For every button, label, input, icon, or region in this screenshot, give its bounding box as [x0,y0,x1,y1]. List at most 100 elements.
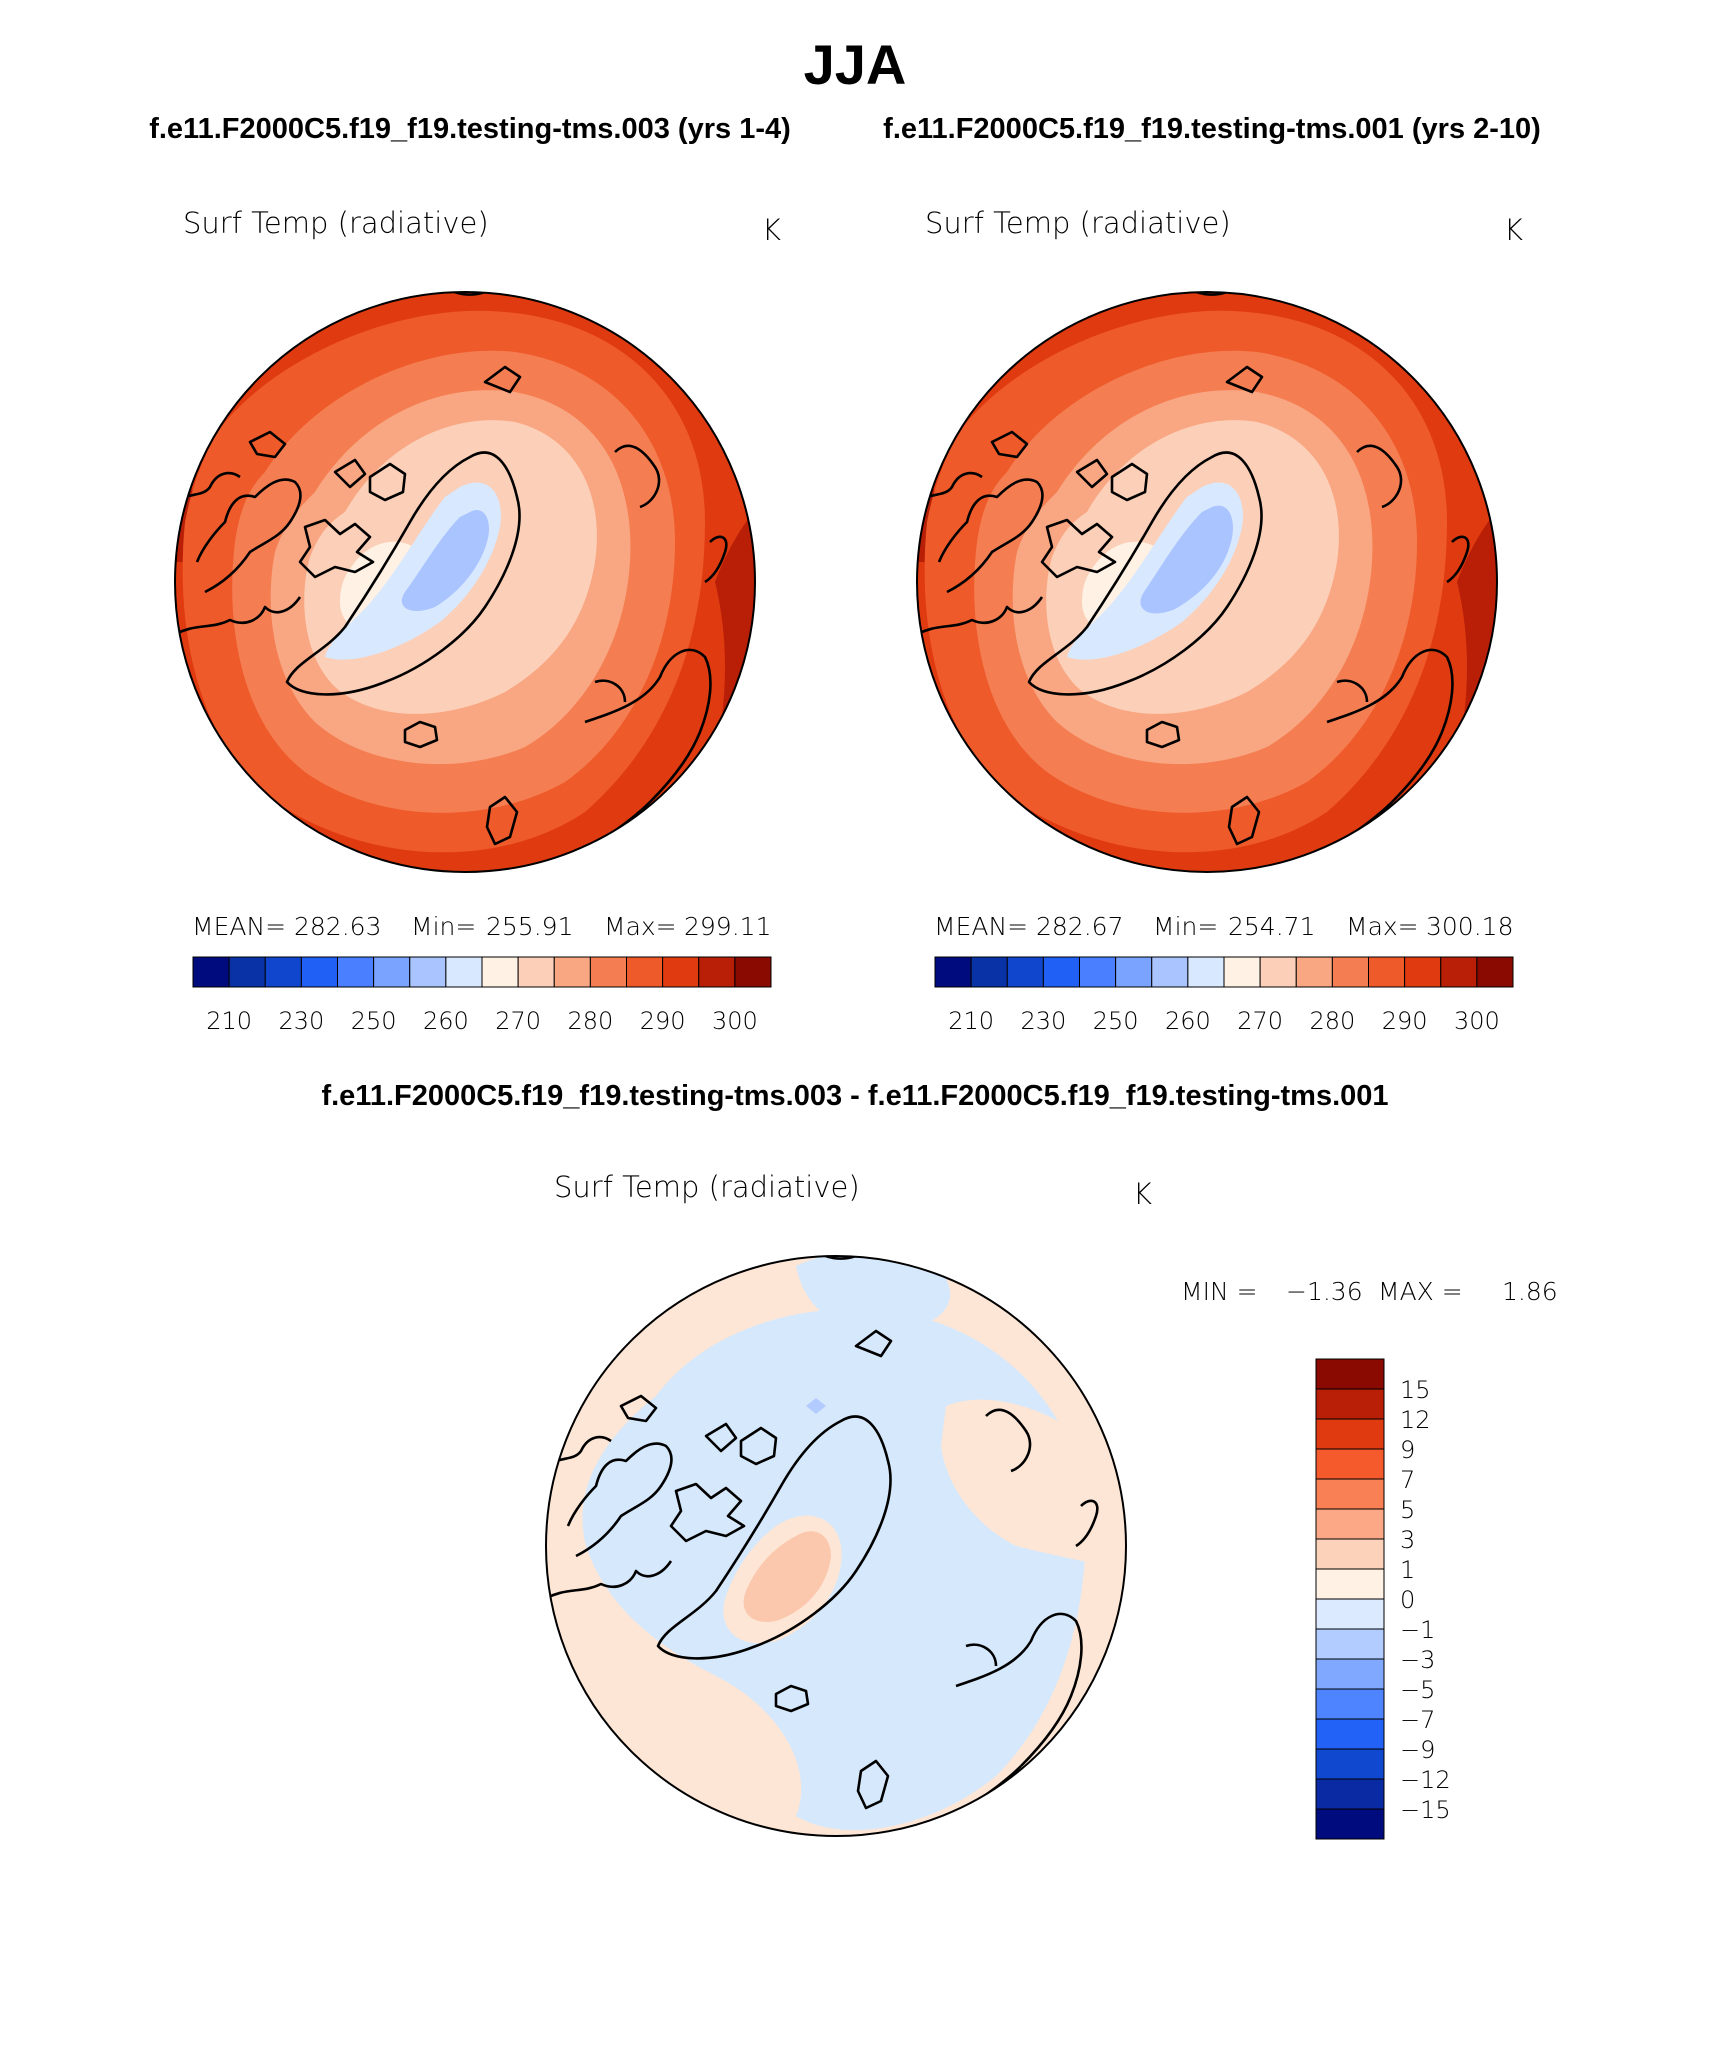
diff-colorbar-tick-label: −3 [1400,1646,1435,1674]
left-mean-label: MEAN= [192,912,286,941]
left-colorbar-swatch [698,956,736,988]
right-colorbar-swatch [934,956,972,988]
diff-colorbar-swatch [1315,1568,1385,1600]
left-colorbar-tick-label: 280 [567,1007,613,1035]
left-mean-value: 282.63 [294,912,381,941]
left-colorbar-swatch [264,956,302,988]
diff-stats: MIN = −1.36 MAX = 1.86 [1181,1277,1558,1306]
diff-colorbar-tick-label: −9 [1400,1736,1435,1764]
right-colorbar-tick-label: 210 [948,1007,994,1035]
diff-colorbar-swatch [1315,1358,1385,1390]
right-max-value: 300.18 [1426,912,1513,941]
diff-colorbar-swatch [1315,1748,1385,1780]
right-colorbar-swatch [1079,956,1117,988]
diff-max-label: MAX = [1378,1277,1463,1306]
right-panel-title: f.e11.F2000C5.f19_f19.testing-tms.001 (y… [883,113,1541,145]
left-colorbar-tick-label: 260 [423,1007,469,1035]
left-colorbar: 210 230 250 260 270 280 290 300 [192,956,772,1035]
right-colorbar-swatch [1331,956,1369,988]
diff-colorbar-tick-label: 5 [1400,1496,1415,1524]
diff-colorbar-swatch [1315,1508,1385,1540]
left-max-label: Max= [604,912,677,941]
right-colorbar-tick-label: 260 [1165,1007,1211,1035]
left-map-greenland-blue [401,510,490,612]
left-colorbar-tick-label: 250 [351,1007,397,1035]
left-colorbar-swatch [228,956,266,988]
right-colorbar-tick-label: 250 [1093,1007,1139,1035]
diff-colorbar-tick-label: −12 [1400,1766,1451,1794]
diff-colorbar-tick-label: 3 [1400,1526,1415,1554]
left-min-value: 255.91 [486,912,573,941]
left-colorbar-swatch [734,956,772,988]
diff-variable-label: Surf Temp (radiative) [554,1170,860,1204]
diff-colorbar-tick-label: 7 [1400,1466,1415,1494]
right-min-label: Min= [1153,912,1218,941]
diff-panel: Surf Temp (radiative) K MIN = −1.36 MAX … [545,1170,1558,1840]
right-colorbar-swatch [1187,956,1225,988]
diff-max-value: 1.86 [1502,1277,1558,1306]
right-colorbar-tick-label: 280 [1309,1007,1355,1035]
left-stats: MEAN= 282.63 Min= 255.91 Max= 299.11 [192,912,771,941]
diff-panel-title: f.e11.F2000C5.f19_f19.testing-tms.003 - … [321,1080,1388,1112]
diff-colorbar-tick-label: 12 [1400,1406,1431,1434]
left-colorbar-swatch [409,956,447,988]
diff-units-label: K [1133,1177,1152,1211]
diff-colorbar-tick-label: 0 [1400,1586,1415,1614]
diff-colorbar-tick-label: −15 [1400,1796,1451,1824]
right-colorbar-swatch [1404,956,1442,988]
right-max-label: Max= [1346,912,1419,941]
left-map [175,292,755,872]
left-colorbar-swatch [517,956,555,988]
diff-colorbar-swatch [1315,1778,1385,1810]
diff-map-pos2-greenland [743,1531,831,1622]
diff-colorbar-tick-label: 1 [1400,1556,1415,1584]
right-colorbar-swatch [1259,956,1297,988]
left-colorbar-tick-label: 290 [640,1007,686,1035]
right-colorbar-swatch [1115,956,1153,988]
diff-colorbar-swatch [1315,1598,1385,1630]
right-min-value: 254.71 [1228,912,1315,941]
right-mean-value: 282.67 [1036,912,1123,941]
diff-min-label: MIN = [1181,1277,1258,1306]
right-colorbar-swatch [1295,956,1333,988]
diff-colorbar-swatch [1315,1628,1385,1660]
left-variable-label: Surf Temp (radiative) [183,206,489,240]
right-map-greenland-blue [1140,505,1233,614]
left-colorbar-swatch [662,956,700,988]
left-colorbar-swatch [445,956,483,988]
diff-colorbar-swatch [1315,1688,1385,1720]
right-colorbar-tick-label: 290 [1382,1007,1428,1035]
diff-colorbar-tick-label: −7 [1400,1706,1435,1734]
right-colorbar-swatch [1006,956,1044,988]
diff-colorbar-swatch [1315,1418,1385,1450]
right-colorbar-swatch [1223,956,1261,988]
left-min-label: Min= [411,912,476,941]
right-variable-label: Surf Temp (radiative) [925,206,1231,240]
left-colorbar-swatch [373,956,411,988]
diff-map-neg-upper [796,1256,951,1332]
diff-min-value: −1.36 [1286,1277,1363,1306]
left-map-hot-east [685,482,755,842]
diff-colorbar-swatch [1315,1448,1385,1480]
diff-colorbar-tick-label: −5 [1400,1676,1435,1704]
left-colorbar-tick-label: 270 [495,1007,541,1035]
diff-colorbar-swatch [1315,1538,1385,1570]
right-map-hot-east [1427,482,1497,842]
diff-colorbar-tick-label: 15 [1400,1376,1431,1404]
right-map [917,292,1497,872]
right-colorbar-swatch [970,956,1008,988]
right-colorbar: 210 230 250 260 270 280 290 300 [934,956,1514,1035]
left-units-label: K [762,213,781,247]
left-colorbar-swatch [192,956,230,988]
left-max-value: 299.11 [684,912,771,941]
left-panel-title: f.e11.F2000C5.f19_f19.testing-tms.003 (y… [149,113,791,145]
diff-colorbar-swatch [1315,1808,1385,1840]
diff-colorbar-swatch [1315,1718,1385,1750]
diff-colorbar-tick-label: −1 [1400,1616,1435,1644]
right-colorbar-tick-label: 270 [1237,1007,1283,1035]
right-units-label: K [1504,213,1523,247]
right-stats: MEAN= 282.67 Min= 254.71 Max= 300.18 [934,912,1513,941]
